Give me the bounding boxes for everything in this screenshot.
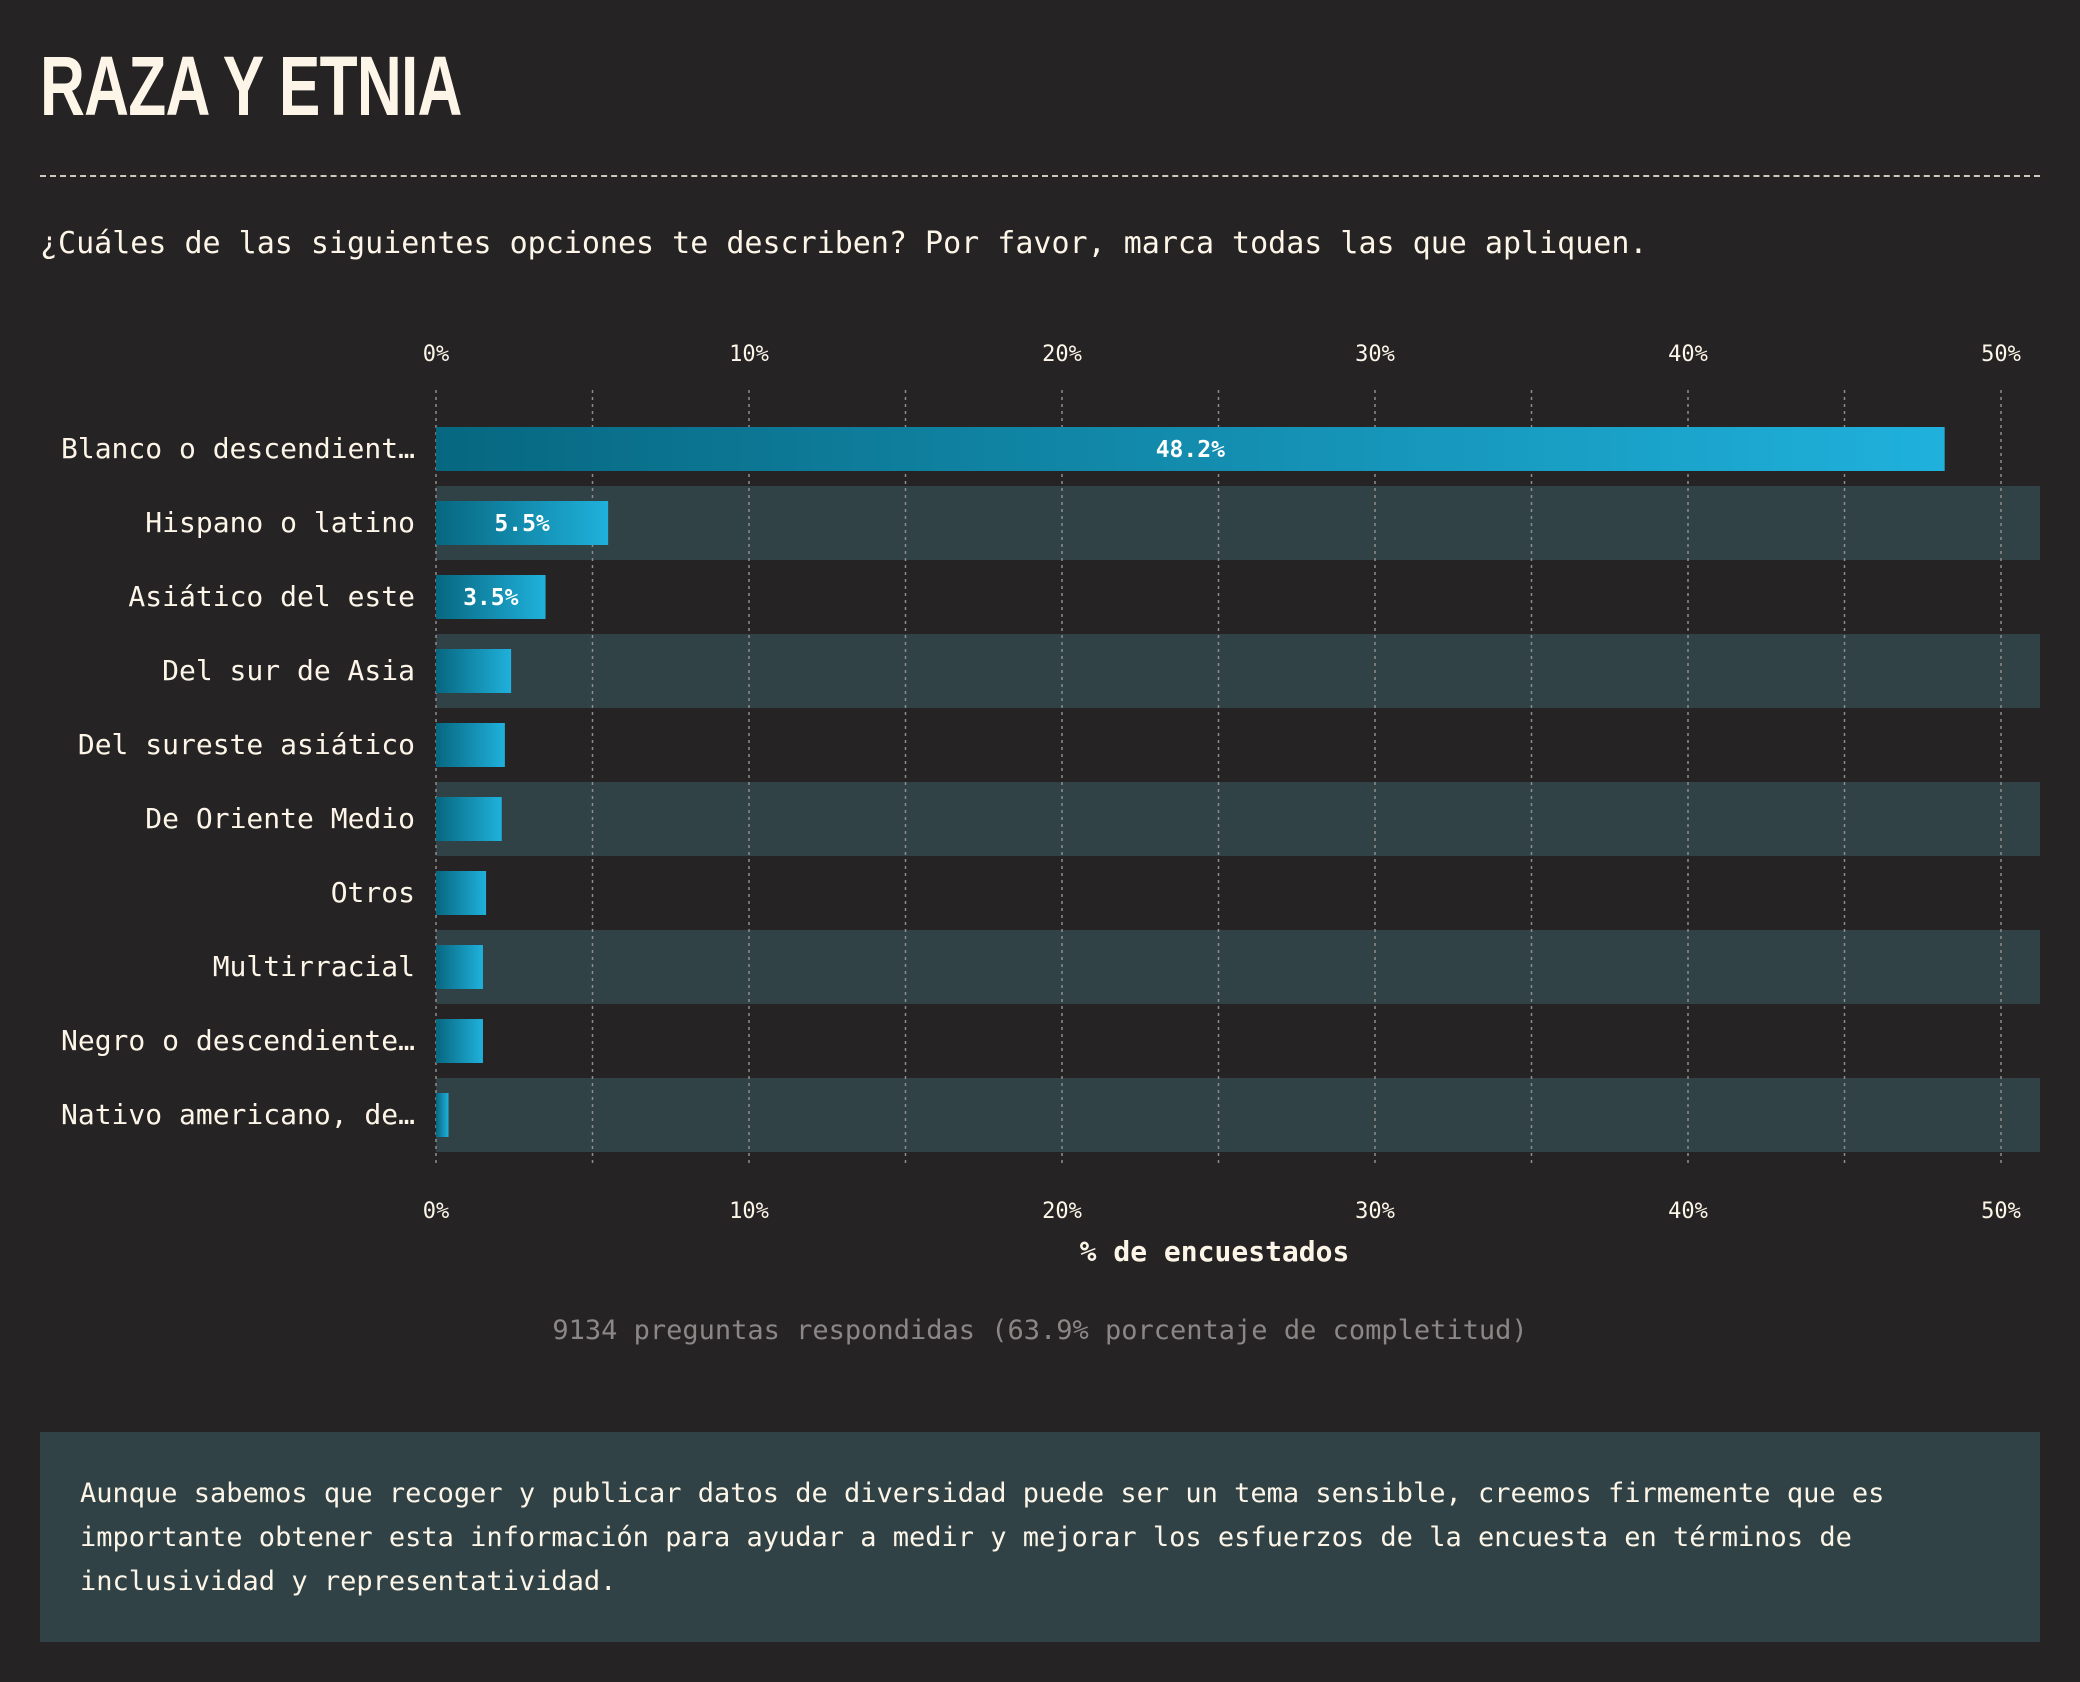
row-band (436, 486, 2040, 560)
response-count-note: 9134 preguntas respondidas (63.9% porcen… (552, 1315, 1528, 1346)
bar (436, 427, 1945, 471)
category-label: Multirracial (213, 950, 415, 983)
x-tick-label-top: 50% (1981, 342, 2021, 367)
bar (436, 1019, 483, 1063)
x-tick-label-top: 10% (729, 342, 769, 367)
category-label: Del sur de Asia (162, 654, 415, 687)
bar (436, 575, 546, 619)
row-band (436, 634, 2040, 708)
category-label: De Oriente Medio (145, 802, 415, 835)
bar (436, 501, 609, 545)
x-tick-label-bottom: 10% (729, 1199, 769, 1224)
row-band (436, 1078, 2040, 1152)
category-label: Hispano o latino (145, 506, 415, 539)
bar (436, 945, 483, 989)
bar-chart: Blanco o descendient… 48.2% Hispano o lati… (61, 342, 2040, 1268)
category-label: Asiático del este (128, 580, 415, 613)
bar (436, 1093, 449, 1137)
data-label: 3.5% (463, 585, 519, 611)
category-label: Blanco o descendient… (61, 432, 415, 465)
category-label: Negro o descendiente… (61, 1024, 415, 1057)
survey-question: ¿Cuáles de las siguientes opciones te de… (40, 226, 1648, 261)
x-axis-label: % de encuestados (1080, 1235, 1350, 1268)
x-tick-label-top: 40% (1668, 342, 1708, 367)
bar (436, 649, 512, 693)
row-band (436, 930, 2040, 1004)
x-tick-label-bottom: 0% (423, 1199, 450, 1224)
bar (436, 871, 487, 915)
info-text: Aunque sabemos que recoger y publicar da… (80, 1478, 1885, 1597)
bar (436, 723, 505, 767)
x-tick-label-top: 0% (423, 342, 450, 367)
x-tick-label-bottom: 30% (1355, 1199, 1395, 1224)
info-box: Aunque sabemos que recoger y publicar da… (40, 1432, 2040, 1642)
data-label: 5.5% (494, 511, 550, 537)
section-divider (40, 175, 2040, 177)
row-band (436, 782, 2040, 856)
data-label: 48.2% (1156, 437, 1225, 463)
x-tick-label-top: 20% (1042, 342, 1082, 367)
category-label: Del sureste asiático (78, 728, 415, 761)
page-title: RAZA Y ETNIA (40, 39, 462, 133)
category-label: Nativo americano, de… (61, 1098, 415, 1131)
x-tick-label-bottom: 20% (1042, 1199, 1082, 1224)
bar (436, 797, 502, 841)
category-label: Otros (331, 876, 415, 909)
x-tick-label-bottom: 50% (1981, 1199, 2021, 1224)
x-tick-label-bottom: 40% (1668, 1199, 1708, 1224)
x-tick-label-top: 30% (1355, 342, 1395, 367)
